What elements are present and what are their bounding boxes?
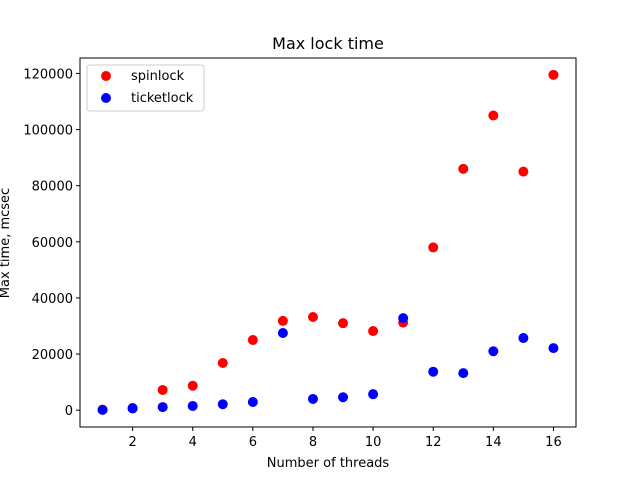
y-axis: 0 20000 40000 60000 80000 100000 120000 xyxy=(23,67,80,419)
data-point-spinlock xyxy=(548,69,559,80)
data-point-ticketlock xyxy=(368,389,379,400)
legend-marker-spinlock xyxy=(101,71,111,81)
data-point-ticketlock xyxy=(518,333,529,344)
x-tick-label: 12 xyxy=(425,435,442,450)
x-tick-label: 14 xyxy=(485,435,502,450)
data-point-ticketlock xyxy=(97,404,108,415)
data-point-spinlock xyxy=(157,384,168,395)
data-point-spinlock xyxy=(458,163,469,174)
data-point-spinlock xyxy=(187,380,198,391)
y-tick-label: 0 xyxy=(65,404,73,419)
data-point-ticketlock xyxy=(398,313,409,324)
legend: spinlock ticketlock xyxy=(86,64,205,112)
data-point-ticketlock xyxy=(157,402,168,413)
plot-area xyxy=(79,57,577,428)
data-points xyxy=(97,69,559,415)
data-point-ticketlock xyxy=(127,403,138,414)
x-tick-label: 4 xyxy=(189,435,197,450)
data-point-spinlock xyxy=(518,166,529,177)
data-point-spinlock xyxy=(277,315,288,326)
x-axis: 2 4 6 8 10 12 14 16 xyxy=(128,427,562,450)
y-axis-label: Max time, mcsec xyxy=(0,188,13,298)
y-tick-label: 80000 xyxy=(32,180,73,195)
x-tick-label: 6 xyxy=(249,435,257,450)
data-point-ticketlock xyxy=(217,399,228,410)
data-point-ticketlock xyxy=(548,343,559,354)
data-point-ticketlock xyxy=(488,346,499,357)
legend-label-ticketlock: ticketlock xyxy=(131,91,194,106)
x-tick-label: 8 xyxy=(309,435,317,450)
data-point-spinlock xyxy=(488,110,499,121)
data-point-ticketlock xyxy=(428,366,439,377)
data-point-ticketlock xyxy=(247,397,258,408)
data-point-ticketlock xyxy=(338,392,349,403)
y-tick-label: 20000 xyxy=(32,348,73,363)
data-point-spinlock xyxy=(368,326,379,337)
x-tick-label: 2 xyxy=(128,435,136,450)
y-tick-label: 60000 xyxy=(32,236,73,251)
y-tick-label: 40000 xyxy=(32,292,73,307)
data-point-spinlock xyxy=(217,358,228,369)
data-point-spinlock xyxy=(338,318,349,329)
x-axis-label: Number of threads xyxy=(267,456,390,471)
data-point-spinlock xyxy=(428,242,439,253)
legend-box xyxy=(86,64,205,112)
data-point-ticketlock xyxy=(307,393,318,404)
data-point-spinlock xyxy=(307,312,318,323)
x-tick-label: 16 xyxy=(545,435,562,450)
x-tick-label: 10 xyxy=(365,435,382,450)
y-tick-label: 100000 xyxy=(23,124,73,139)
legend-marker-ticketlock xyxy=(101,93,111,103)
data-point-spinlock xyxy=(247,335,258,346)
legend-label-spinlock: spinlock xyxy=(131,69,185,84)
data-point-ticketlock xyxy=(187,400,198,411)
chart-title: Max lock time xyxy=(272,34,384,53)
data-point-ticketlock xyxy=(458,368,469,379)
data-point-ticketlock xyxy=(277,327,288,338)
y-tick-label: 120000 xyxy=(23,67,73,82)
